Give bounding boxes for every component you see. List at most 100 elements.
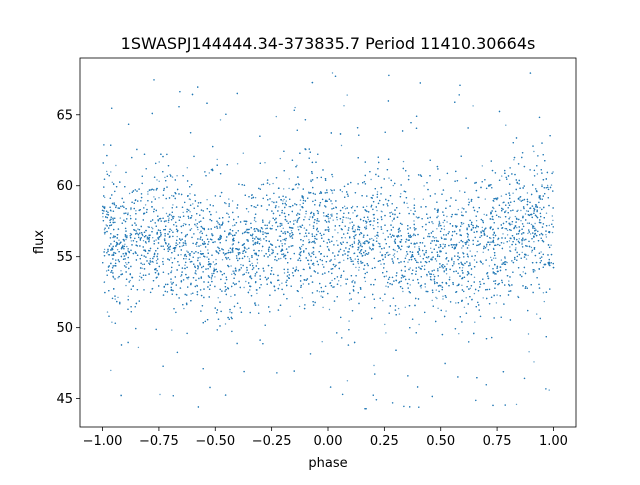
data-point xyxy=(364,280,367,283)
data-point xyxy=(402,160,405,163)
data-point xyxy=(469,250,471,252)
data-point xyxy=(118,239,120,241)
data-point xyxy=(536,313,538,315)
data-point xyxy=(461,267,464,269)
data-point xyxy=(365,222,367,224)
data-point xyxy=(439,249,441,252)
data-point xyxy=(135,210,137,212)
data-point xyxy=(125,284,127,287)
data-point xyxy=(462,264,465,266)
data-point xyxy=(499,216,502,218)
data-point xyxy=(341,191,343,193)
data-point xyxy=(230,233,232,235)
data-point xyxy=(308,239,310,241)
data-point xyxy=(233,270,235,272)
data-point xyxy=(493,207,495,210)
data-point xyxy=(149,257,151,260)
data-point xyxy=(392,184,394,187)
data-point xyxy=(377,235,379,237)
data-point xyxy=(467,241,469,243)
data-point xyxy=(117,277,119,279)
data-point xyxy=(104,233,106,235)
data-point xyxy=(530,246,533,249)
data-point xyxy=(552,171,554,173)
data-point xyxy=(413,220,415,222)
data-point xyxy=(280,257,282,260)
data-point xyxy=(352,279,354,282)
data-point xyxy=(509,216,511,218)
data-point xyxy=(299,199,302,201)
data-point xyxy=(469,287,471,289)
data-point xyxy=(521,243,523,246)
data-point xyxy=(256,262,259,264)
data-point xyxy=(440,236,442,238)
data-point xyxy=(317,211,320,213)
data-point xyxy=(443,225,445,227)
data-point xyxy=(545,236,548,238)
data-point xyxy=(293,220,295,222)
data-point xyxy=(117,296,119,299)
data-point xyxy=(170,257,172,259)
data-point xyxy=(346,380,349,382)
data-point xyxy=(230,295,232,298)
data-point xyxy=(461,247,463,249)
data-point xyxy=(186,167,188,169)
data-point xyxy=(437,215,439,217)
data-point xyxy=(344,208,347,210)
data-point xyxy=(398,235,400,238)
data-point xyxy=(158,197,160,199)
data-point xyxy=(430,247,432,249)
data-point xyxy=(212,261,215,263)
data-point xyxy=(534,270,536,272)
data-point xyxy=(321,341,323,343)
data-point xyxy=(269,183,271,186)
data-point xyxy=(272,182,274,185)
data-point xyxy=(271,248,273,251)
data-point xyxy=(521,251,523,254)
data-point xyxy=(295,266,298,268)
data-point xyxy=(488,265,491,267)
data-point xyxy=(376,191,379,193)
data-point xyxy=(377,226,379,228)
data-point xyxy=(502,233,504,235)
data-point xyxy=(281,222,283,225)
data-point xyxy=(519,199,521,201)
data-point xyxy=(322,306,324,309)
data-point xyxy=(144,204,147,206)
data-point xyxy=(525,210,528,212)
data-point xyxy=(242,152,244,154)
data-point xyxy=(214,264,216,266)
data-point xyxy=(390,211,393,213)
data-point xyxy=(283,272,286,274)
data-point xyxy=(343,259,345,261)
data-point xyxy=(414,246,416,248)
data-point xyxy=(527,232,529,235)
data-point xyxy=(388,177,390,179)
data-point xyxy=(506,229,509,231)
data-point xyxy=(302,283,304,285)
data-point xyxy=(310,179,312,181)
data-point xyxy=(546,184,549,187)
data-point xyxy=(281,282,283,284)
data-point xyxy=(482,251,484,253)
data-point xyxy=(111,321,113,323)
data-point xyxy=(531,224,534,227)
data-point xyxy=(391,220,394,222)
data-point xyxy=(168,217,170,219)
data-point xyxy=(393,256,396,258)
data-point xyxy=(443,228,446,231)
data-point xyxy=(103,248,106,251)
data-point xyxy=(367,218,370,221)
data-point xyxy=(417,261,419,264)
data-point xyxy=(190,228,193,230)
data-point xyxy=(445,273,448,275)
data-point xyxy=(396,251,398,253)
data-point xyxy=(387,251,389,253)
data-point xyxy=(222,221,224,223)
data-point xyxy=(156,179,158,181)
data-point xyxy=(423,253,425,255)
data-point xyxy=(301,297,303,299)
data-point xyxy=(126,263,128,265)
data-point xyxy=(330,189,332,191)
